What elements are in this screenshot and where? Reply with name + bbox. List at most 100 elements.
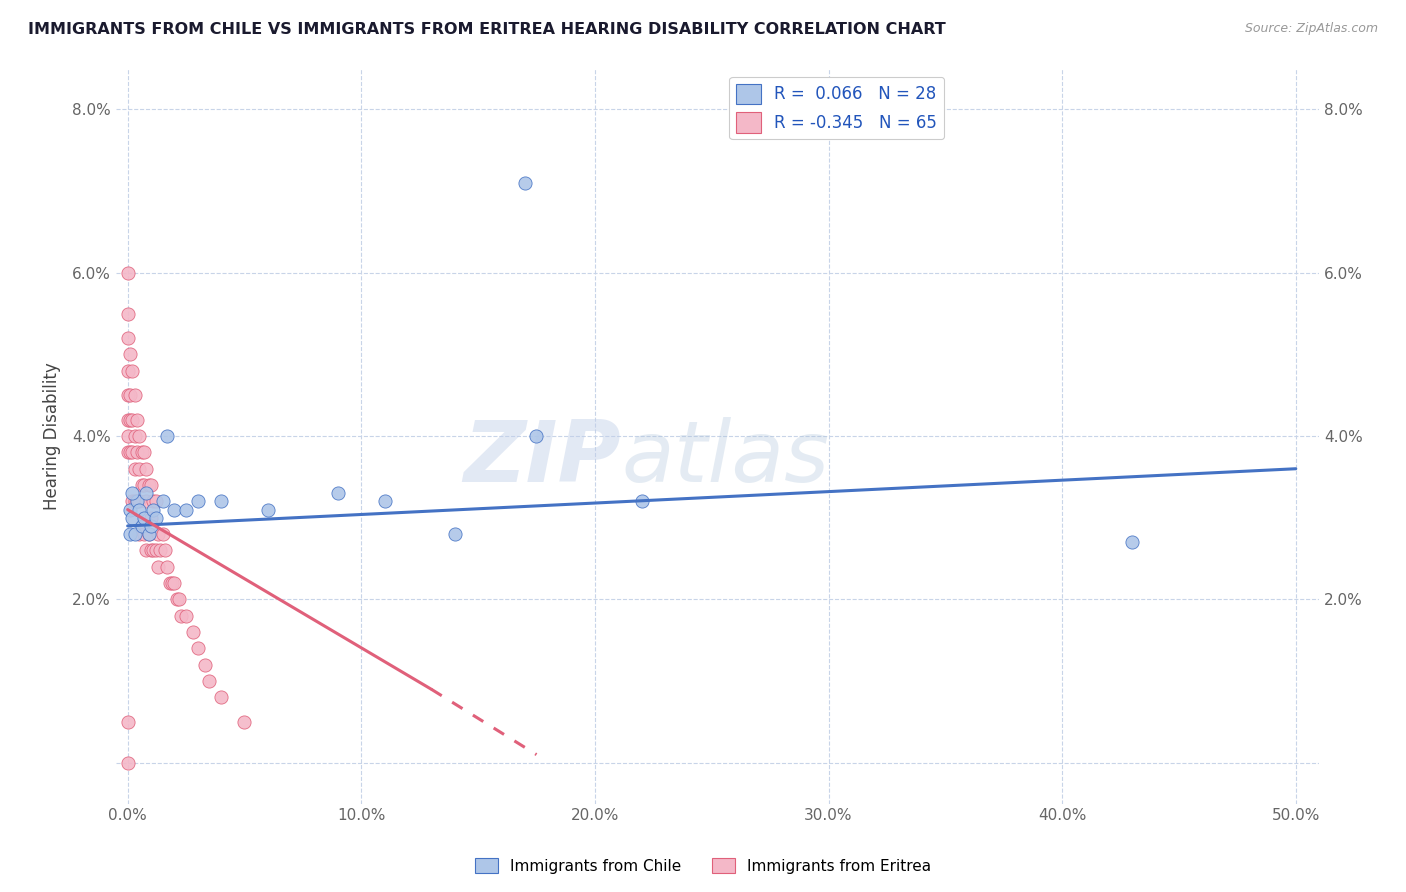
Point <box>117 714 139 729</box>
Point <box>124 388 146 402</box>
Point <box>121 364 143 378</box>
Point <box>131 445 153 459</box>
Point <box>145 543 167 558</box>
Point <box>124 461 146 475</box>
Point <box>153 543 176 558</box>
Point <box>125 413 148 427</box>
Point <box>145 510 167 524</box>
Point <box>159 576 181 591</box>
Point <box>142 543 165 558</box>
Point <box>135 494 157 508</box>
Point <box>163 576 186 591</box>
Text: atlas: atlas <box>621 417 830 500</box>
Point <box>135 461 157 475</box>
Point <box>117 388 139 402</box>
Point <box>152 494 174 508</box>
Point <box>187 494 209 508</box>
Point <box>118 413 141 427</box>
Point <box>139 519 162 533</box>
Point <box>630 494 652 508</box>
Point <box>117 331 139 345</box>
Point <box>198 674 221 689</box>
Point <box>526 429 548 443</box>
Point <box>118 527 141 541</box>
Text: ZIP: ZIP <box>464 417 621 500</box>
Point <box>118 445 141 459</box>
Point <box>132 478 155 492</box>
Legend: R =  0.066   N = 28, R = -0.345   N = 65: R = 0.066 N = 28, R = -0.345 N = 65 <box>730 77 943 139</box>
Point <box>118 502 141 516</box>
Point <box>443 527 465 541</box>
Point <box>146 559 169 574</box>
Text: Source: ZipAtlas.com: Source: ZipAtlas.com <box>1244 22 1378 36</box>
Point <box>128 527 150 541</box>
Point <box>121 494 143 508</box>
Text: IMMIGRANTS FROM CHILE VS IMMIGRANTS FROM ERITREA HEARING DISABILITY CORRELATION : IMMIGRANTS FROM CHILE VS IMMIGRANTS FROM… <box>28 22 946 37</box>
Point <box>117 266 139 280</box>
Point <box>174 502 197 516</box>
Point <box>156 559 179 574</box>
Point <box>139 543 162 558</box>
Point <box>142 502 165 516</box>
Point <box>135 486 157 500</box>
Point <box>117 445 139 459</box>
Point <box>181 625 204 640</box>
Point <box>131 478 153 492</box>
Point <box>117 429 139 443</box>
Point <box>187 641 209 656</box>
Point <box>152 527 174 541</box>
Point <box>117 307 139 321</box>
Point <box>121 486 143 500</box>
Point <box>128 429 150 443</box>
Point <box>174 608 197 623</box>
Point <box>128 502 150 516</box>
Point <box>128 494 150 508</box>
Point <box>125 494 148 508</box>
Point <box>146 527 169 541</box>
Point <box>128 461 150 475</box>
Point <box>1121 535 1143 549</box>
Point <box>135 543 157 558</box>
Point <box>163 502 186 516</box>
Point <box>142 494 165 508</box>
Point <box>117 413 139 427</box>
Point <box>156 429 179 443</box>
Point <box>167 592 190 607</box>
Point <box>233 714 256 729</box>
Point <box>160 576 183 591</box>
Point <box>139 510 162 524</box>
Point <box>149 543 172 558</box>
Point <box>118 388 141 402</box>
Point <box>124 527 146 541</box>
Point <box>117 364 139 378</box>
Point <box>166 592 188 607</box>
Point <box>138 527 160 541</box>
Point <box>124 429 146 443</box>
Point <box>121 510 143 524</box>
Point <box>138 527 160 541</box>
Point <box>124 494 146 508</box>
Point <box>326 486 349 500</box>
Point <box>125 494 148 508</box>
Point <box>374 494 396 508</box>
Point <box>513 176 536 190</box>
Point <box>132 445 155 459</box>
Point <box>121 445 143 459</box>
Point <box>118 347 141 361</box>
Point <box>138 478 160 492</box>
Point <box>131 519 153 533</box>
Legend: Immigrants from Chile, Immigrants from Eritrea: Immigrants from Chile, Immigrants from E… <box>468 852 938 880</box>
Point <box>170 608 193 623</box>
Point <box>256 502 278 516</box>
Point <box>194 657 217 672</box>
Point <box>145 494 167 508</box>
Point <box>132 510 155 524</box>
Point <box>209 690 232 705</box>
Y-axis label: Hearing Disability: Hearing Disability <box>44 362 60 510</box>
Point <box>132 527 155 541</box>
Point <box>209 494 232 508</box>
Point <box>121 413 143 427</box>
Point <box>125 445 148 459</box>
Point <box>139 478 162 492</box>
Point <box>117 756 139 770</box>
